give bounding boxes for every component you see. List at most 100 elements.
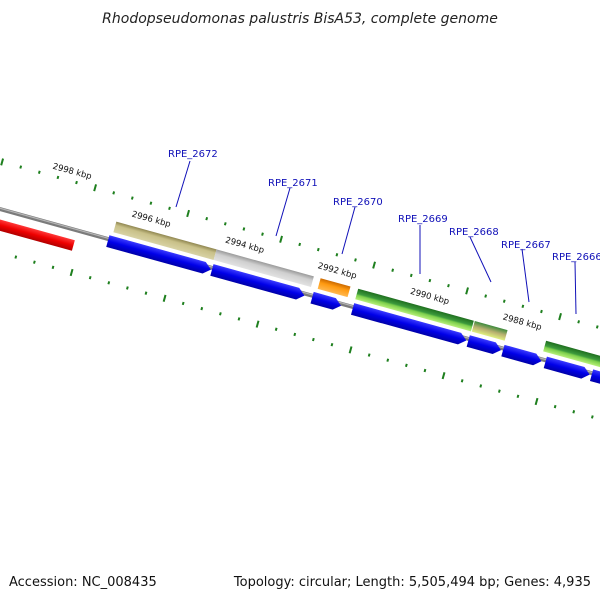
scale-tick — [354, 258, 357, 262]
gene-label-rpe-2671[interactable]: RPE_2671 — [268, 178, 318, 189]
scale-tick — [553, 404, 557, 409]
scale-tick — [144, 291, 148, 295]
scale-tick — [279, 235, 283, 243]
scale-tick — [219, 312, 222, 316]
scale-tick — [0, 158, 5, 166]
scale-tick — [502, 299, 506, 303]
cds-arrow[interactable] — [106, 235, 212, 275]
scale-tick — [316, 247, 320, 252]
scale-tick — [540, 309, 543, 314]
scale-tick — [521, 304, 525, 309]
cds-arrow[interactable] — [310, 291, 343, 312]
genome-summary-text: Topology: circular; Length: 5,505,494 bp… — [233, 575, 591, 590]
scale-tick — [19, 165, 23, 169]
scale-tick — [255, 320, 260, 328]
scale-tick — [298, 242, 302, 247]
scale-tick — [130, 196, 134, 200]
scale-label-2990: 2990 kbp — [409, 287, 450, 307]
scale-tick — [93, 184, 98, 192]
gene-label-rpe-2672[interactable]: RPE_2672 — [168, 149, 218, 160]
feature-green-right[interactable] — [543, 340, 600, 368]
scale-tick — [51, 265, 55, 270]
gene-label-rpe-2669[interactable]: RPE_2669 — [398, 214, 448, 225]
scale-ticks-lower — [14, 255, 594, 419]
gene-label-rpe-2670[interactable]: RPE_2670 — [333, 197, 383, 208]
callout-line — [521, 248, 530, 303]
scale-tick — [107, 281, 111, 285]
scale-tick — [516, 394, 520, 399]
scale-tick — [572, 410, 576, 414]
scale-tick — [312, 337, 315, 342]
scale-tick — [386, 358, 390, 362]
scale-tick — [465, 287, 469, 295]
feature-green[interactable] — [355, 288, 474, 332]
scale-tick — [391, 268, 395, 272]
cds-arrow[interactable] — [589, 369, 600, 388]
scale-tick — [479, 384, 483, 388]
scale-label-2998: 2998 kbp — [51, 162, 92, 182]
scale-tick — [88, 275, 92, 280]
scale-tick — [33, 260, 36, 264]
feature-red[interactable] — [0, 213, 75, 251]
scale-tick — [56, 175, 60, 180]
scale-tick — [37, 170, 41, 174]
feature-orange[interactable] — [317, 278, 351, 298]
scale-tick — [335, 253, 339, 257]
scale-tick — [112, 191, 116, 195]
scale-tick — [484, 294, 488, 298]
scale-tick — [186, 209, 191, 218]
callout-line — [341, 206, 356, 255]
callout-line — [469, 236, 492, 283]
scale-tick — [242, 227, 246, 231]
cds-arrow[interactable] — [543, 356, 592, 381]
scale-tick — [441, 372, 446, 380]
cds-arrow[interactable] — [466, 335, 503, 356]
callout-line — [175, 160, 191, 208]
scale-tick — [126, 286, 129, 290]
cds-arrow[interactable] — [350, 303, 468, 346]
gene-label-rpe-2667[interactable]: RPE_2667 — [501, 240, 551, 251]
gene-label-rpe-2666[interactable]: RPE_2666 — [552, 252, 600, 263]
scale-tick — [590, 415, 594, 419]
scale-tick — [372, 261, 376, 269]
scale-tick — [149, 201, 153, 205]
scale-ticks-upper — [0, 158, 599, 329]
accession-text: Accession: NC_008435 — [9, 575, 157, 590]
callout-line — [574, 261, 577, 315]
scale-tick — [181, 301, 185, 306]
scale-label-2988: 2988 kbp — [501, 313, 542, 333]
scale-tick — [577, 320, 581, 324]
scale-tick — [497, 389, 501, 393]
scale-tick — [534, 397, 539, 406]
cds-arrow[interactable] — [210, 264, 306, 301]
scale-tick — [348, 346, 353, 354]
scale-tick — [293, 332, 297, 337]
scale-tick — [168, 206, 171, 211]
scale-tick — [14, 255, 18, 259]
scale-label-2992: 2992 kbp — [316, 261, 357, 281]
scale-tick — [558, 313, 562, 321]
feature-mixed[interactable] — [471, 321, 508, 341]
gene-label-rpe-2668[interactable]: RPE_2668 — [449, 227, 499, 238]
feature-gray[interactable] — [213, 249, 314, 288]
scale-tick — [75, 180, 78, 185]
scale-tick — [69, 268, 74, 277]
scale-tick — [274, 327, 278, 331]
scale-tick — [409, 273, 413, 278]
scale-tick — [237, 317, 241, 321]
scale-tick — [330, 343, 334, 347]
scale-tick — [447, 284, 450, 288]
scale-label-2996: 2996 kbp — [130, 210, 171, 230]
feature-olive[interactable] — [113, 221, 217, 261]
scale-tick — [595, 325, 599, 329]
scale-tick — [367, 353, 371, 357]
scale-tick — [423, 368, 427, 373]
scale-tick — [404, 363, 408, 368]
scale-tick — [223, 222, 227, 226]
scale-label-2994: 2994 kbp — [224, 236, 265, 256]
cds-arrow[interactable] — [501, 344, 543, 367]
map-title: Rhodopseudomonas palustris BisA53, compl… — [102, 11, 498, 27]
scale-tick — [205, 216, 209, 221]
scale-tick — [460, 379, 464, 383]
